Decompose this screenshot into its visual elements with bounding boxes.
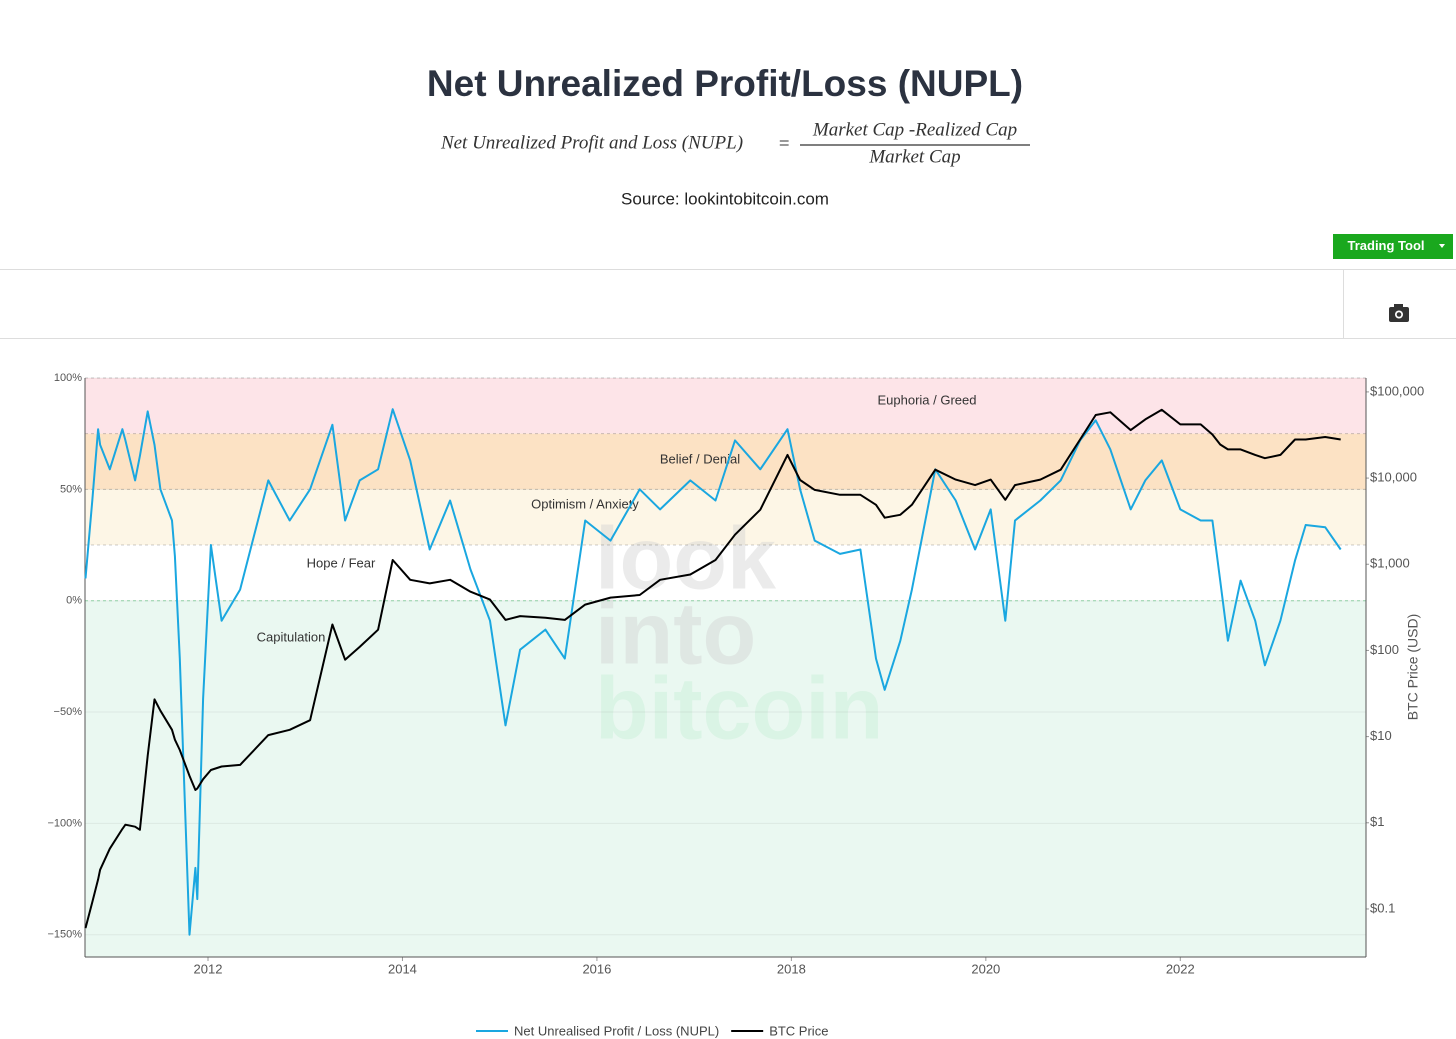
page-title: Net Unrealized Profit/Loss (NUPL) [427, 63, 1023, 104]
zone-band [85, 378, 1366, 434]
watermark: look [595, 508, 777, 607]
x-tick-label: 2012 [194, 961, 223, 976]
y2-tick-label: $1,000 [1370, 556, 1410, 571]
y-tick-label: 50% [60, 483, 82, 495]
watermark: bitcoin [595, 658, 883, 757]
zone-band [85, 433, 1366, 490]
x-tick-label: 2018 [777, 961, 806, 976]
zone-band [85, 600, 1366, 957]
y-tick-label: −150% [47, 929, 82, 941]
formula-numerator: Market Cap -Realized Cap [812, 119, 1017, 140]
y-tick-label: 0% [66, 595, 82, 607]
legend-label: BTC Price [769, 1023, 828, 1038]
zone-label: Belief / Denial [660, 451, 740, 466]
trading-tool-label[interactable]: Trading Tool [1347, 238, 1424, 253]
series-line [84, 408, 1341, 929]
zone-label: Hope / Fear [307, 555, 376, 570]
zone-label: Optimism / Anxiety [531, 496, 639, 511]
y-tick-label: 100% [54, 372, 82, 384]
y2-tick-label: $100 [1370, 642, 1399, 657]
y2-tick-label: $10 [1370, 728, 1392, 743]
formula-left: Net Unrealized Profit and Loss (NUPL) [440, 132, 743, 153]
x-tick-label: 2022 [1166, 961, 1195, 976]
y2-tick-label: $0.1 [1370, 900, 1395, 915]
formula-equals: = [778, 133, 791, 154]
watermark: into [595, 583, 756, 682]
legend-label: Net Unrealised Profit / Loss (NUPL) [514, 1023, 719, 1038]
y-tick-label: −100% [47, 817, 82, 829]
formula-denominator: Market Cap [868, 146, 960, 167]
y2-tick-label: $10,000 [1370, 470, 1417, 485]
zone-label: Capitulation [257, 629, 326, 644]
series-line [84, 408, 1342, 936]
y2-axis-title: BTC Price (USD) [1405, 614, 1421, 721]
x-tick-label: 2020 [971, 961, 1000, 976]
camera-lens-inner[interactable] [1396, 312, 1402, 317]
zone-label: Euphoria / Greed [877, 392, 976, 407]
plot: lookintobitcoin 100% 50% 0% −50% −100% −150% Eu… [47, 372, 1424, 1039]
y-tick-label: −50% [54, 706, 83, 718]
y2-tick-label: $1 [1370, 814, 1384, 829]
y2-tick-label: $100,000 [1370, 383, 1424, 398]
x-tick-label: 2014 [388, 961, 417, 976]
zone-band [85, 545, 1366, 601]
x-tick-label: 2016 [582, 961, 611, 976]
zone-band [85, 489, 1366, 546]
camera-top[interactable] [1394, 304, 1403, 308]
camera-icon[interactable] [1389, 304, 1409, 322]
dropdown-caret[interactable] [1439, 244, 1445, 248]
source-text: Source: lookintobitcoin.com [621, 189, 829, 208]
trading-tool-button[interactable] [1333, 234, 1453, 259]
